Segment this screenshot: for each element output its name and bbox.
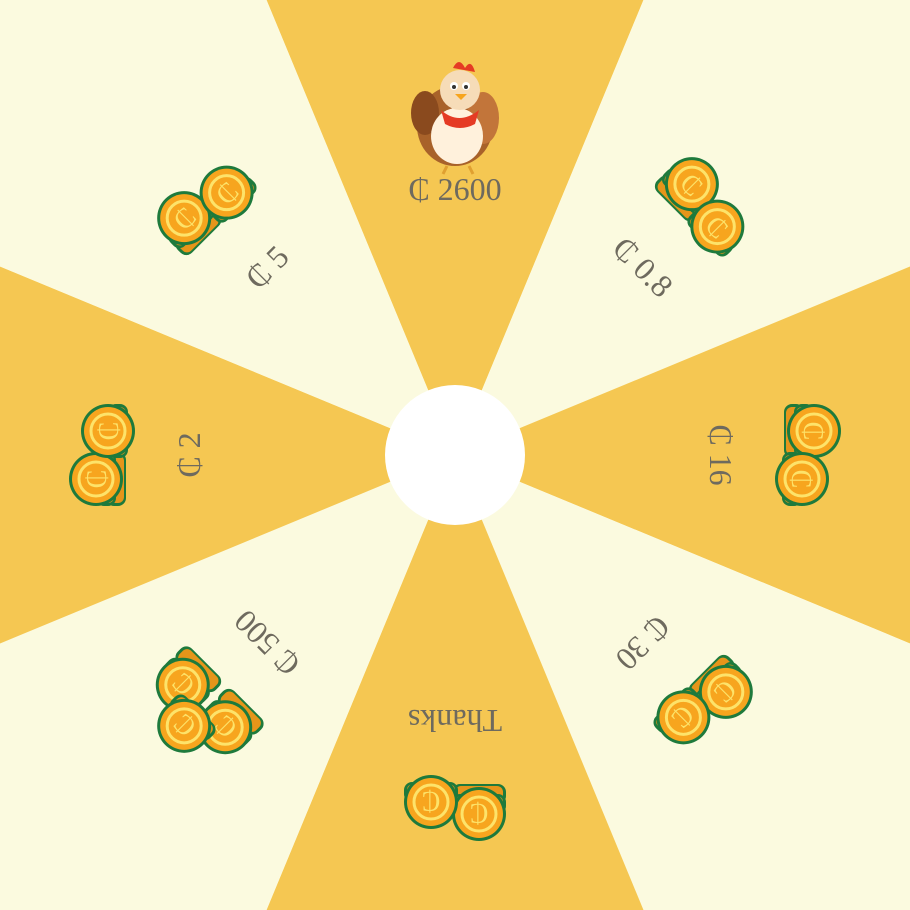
wheel-segment: ₵ 2600 xyxy=(408,62,502,207)
wheel-sector xyxy=(455,455,910,910)
wheel-sector xyxy=(455,0,910,455)
wheel-sector xyxy=(0,0,455,455)
wheel-sector xyxy=(0,266,455,644)
wheel-sector xyxy=(266,0,644,455)
wheel-sector xyxy=(266,455,644,910)
wheel-sector xyxy=(455,266,910,644)
wheel-segment: Thanks xyxy=(402,703,508,843)
wheel-hub[interactable] xyxy=(385,385,525,525)
wheel-segment: ₵ 16 xyxy=(703,402,843,508)
segment-label: ₵ 2 xyxy=(171,432,207,477)
segment-label: Thanks xyxy=(408,703,502,739)
segment-label: ₵ 2600 xyxy=(408,171,501,207)
segment-label: ₵ 16 xyxy=(703,424,739,485)
wheel-sector xyxy=(0,455,455,910)
wheel-segment: ₵ 2 xyxy=(67,402,207,508)
chicken-icon xyxy=(411,62,499,175)
